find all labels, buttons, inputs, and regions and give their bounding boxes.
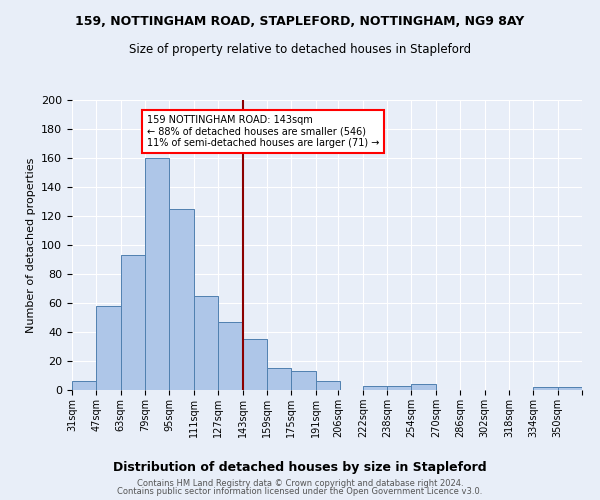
Bar xyxy=(169,209,194,390)
Bar xyxy=(363,386,387,390)
Bar xyxy=(387,386,412,390)
Bar xyxy=(97,306,121,390)
Text: Contains HM Land Registry data © Crown copyright and database right 2024.: Contains HM Land Registry data © Crown c… xyxy=(137,478,463,488)
Bar xyxy=(242,339,267,390)
Bar xyxy=(316,382,340,390)
Bar xyxy=(72,382,97,390)
Text: Size of property relative to detached houses in Stapleford: Size of property relative to detached ho… xyxy=(129,42,471,56)
Bar xyxy=(121,255,145,390)
Y-axis label: Number of detached properties: Number of detached properties xyxy=(26,158,35,332)
Bar xyxy=(412,384,436,390)
Text: 159, NOTTINGHAM ROAD, STAPLEFORD, NOTTINGHAM, NG9 8AY: 159, NOTTINGHAM ROAD, STAPLEFORD, NOTTIN… xyxy=(76,15,524,28)
Bar xyxy=(194,296,218,390)
Text: Distribution of detached houses by size in Stapleford: Distribution of detached houses by size … xyxy=(113,461,487,474)
Bar xyxy=(291,371,316,390)
Text: Contains public sector information licensed under the Open Government Licence v3: Contains public sector information licen… xyxy=(118,487,482,496)
Bar xyxy=(218,322,242,390)
Bar xyxy=(533,387,557,390)
Bar xyxy=(557,387,582,390)
Bar xyxy=(145,158,169,390)
Text: 159 NOTTINGHAM ROAD: 143sqm
← 88% of detached houses are smaller (546)
11% of se: 159 NOTTINGHAM ROAD: 143sqm ← 88% of det… xyxy=(146,114,379,148)
Bar xyxy=(267,368,291,390)
